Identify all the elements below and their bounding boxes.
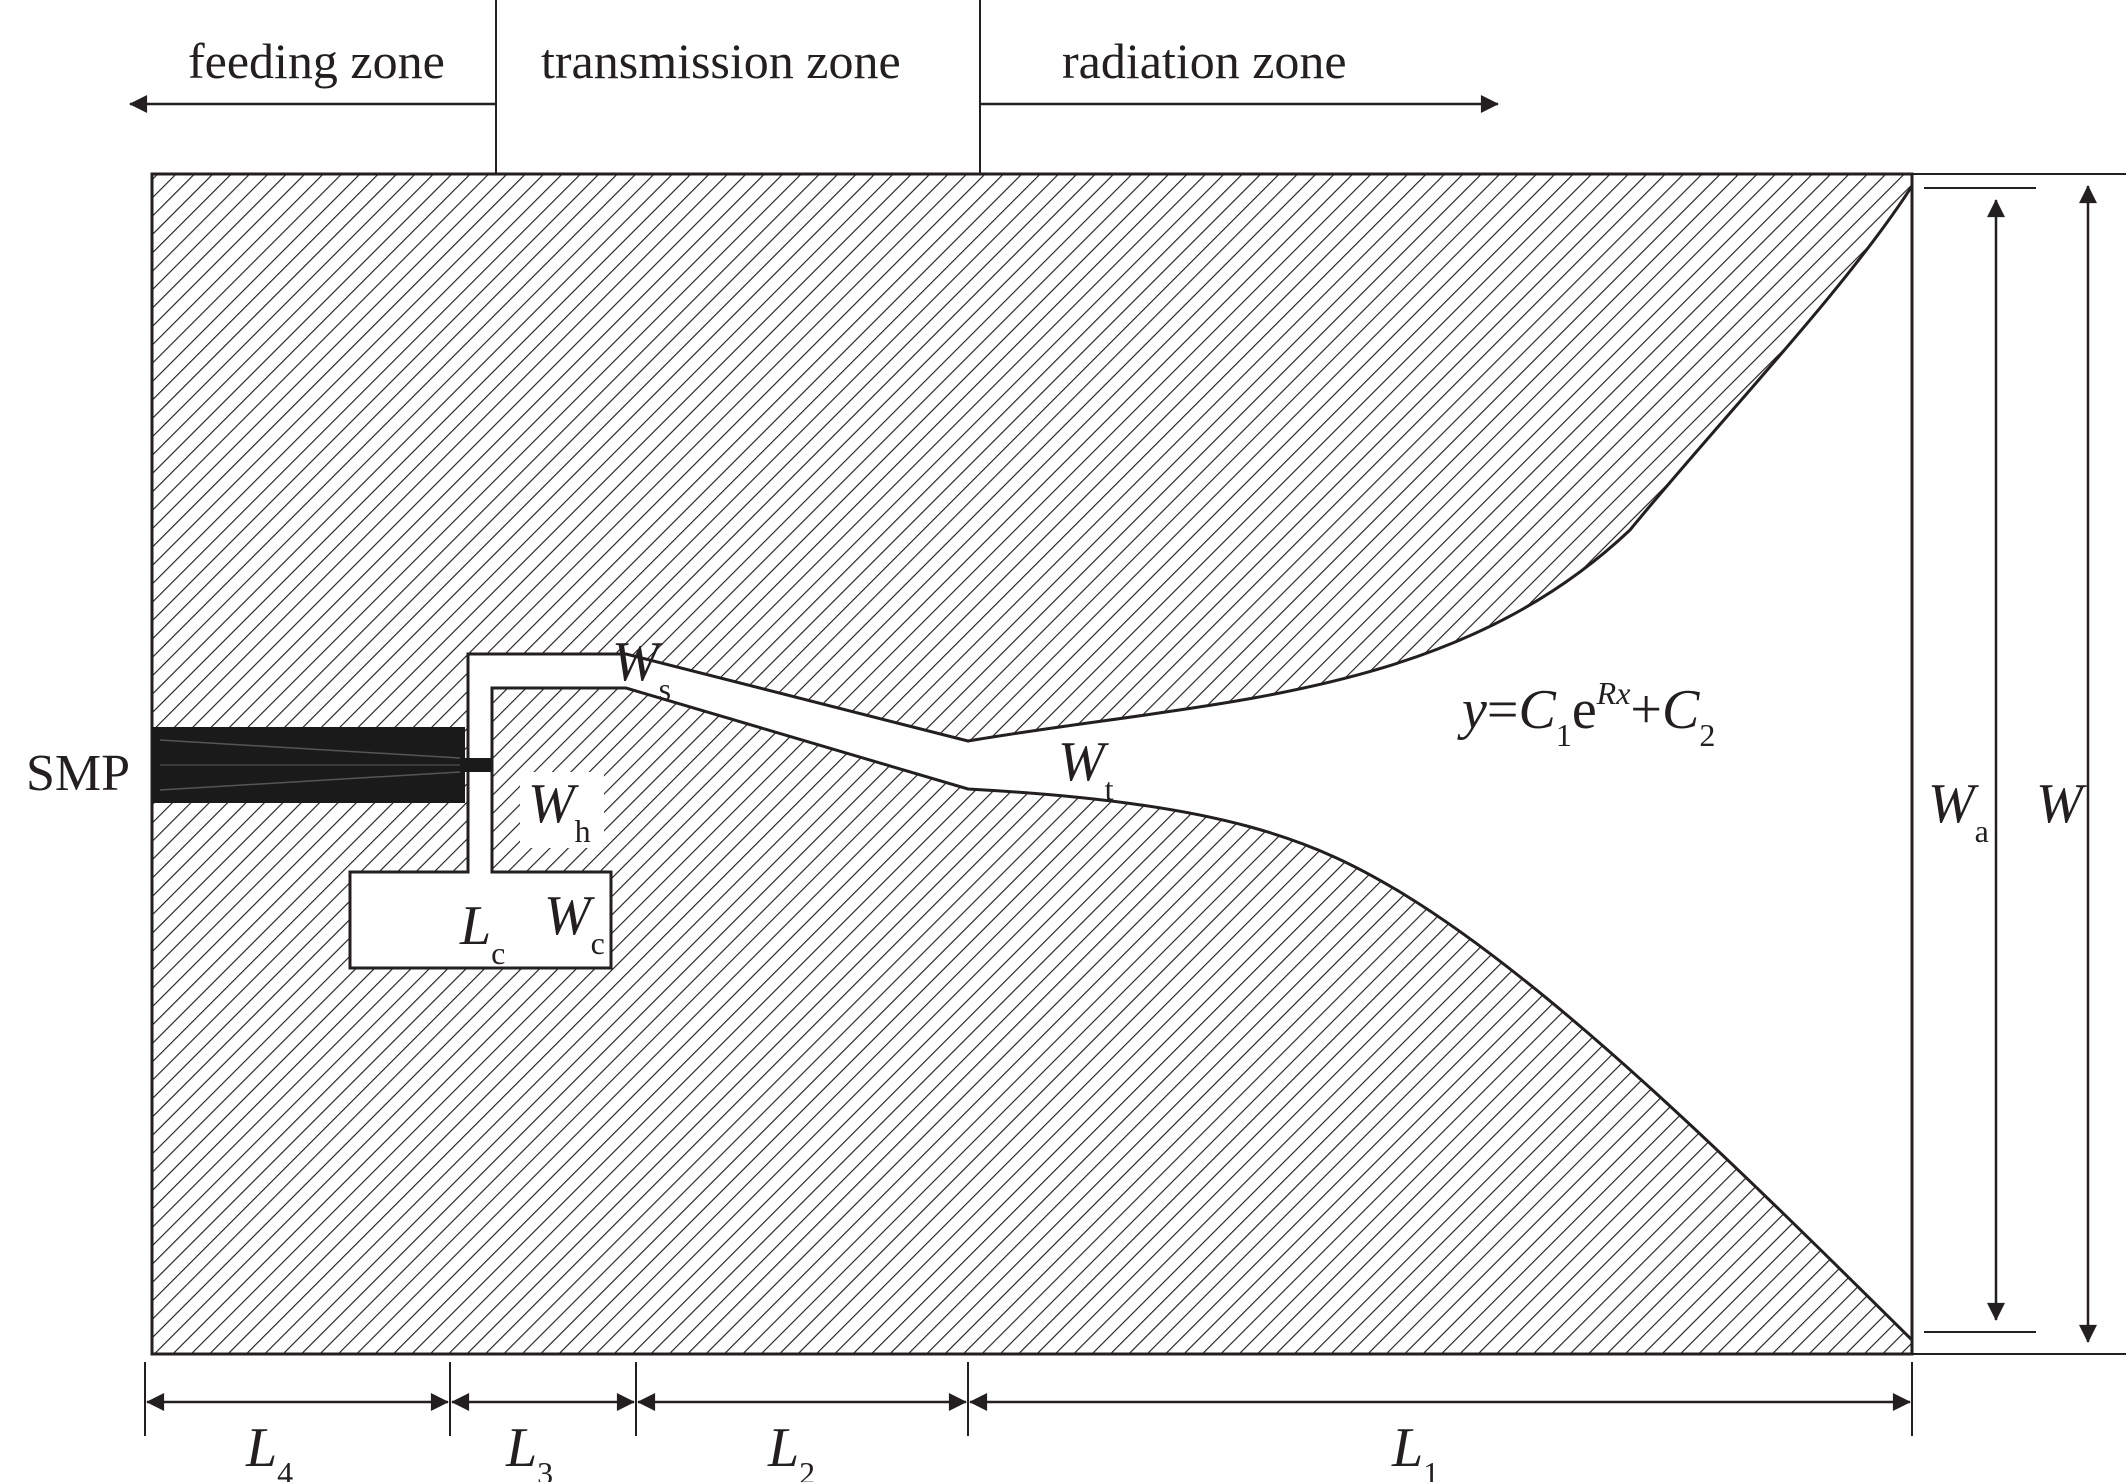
- smp-connector: [152, 727, 491, 803]
- radiation-zone-label: radiation zone: [1062, 33, 1347, 89]
- svg-text:Wa: Wa: [1928, 773, 1989, 849]
- svg-text:Wt: Wt: [1058, 731, 1114, 807]
- label-wc: Wc: [544, 885, 605, 961]
- dimension-l1: L1: [969, 1393, 1911, 1482]
- dimension-l2: L2: [637, 1393, 967, 1482]
- svg-text:Ws: Ws: [612, 631, 671, 707]
- dimension-l4: L4: [146, 1393, 449, 1482]
- curve-formula: y=C1eRx+C2: [1457, 675, 1715, 753]
- smp-label: SMP: [26, 745, 130, 802]
- feeding-zone-label: feeding zone: [188, 33, 445, 89]
- dimension-wa: Wa: [1924, 187, 2036, 1333]
- svg-text:L2: L2: [767, 1417, 815, 1482]
- dimension-ticks: [144, 1362, 1913, 1436]
- label-ws: Ws: [612, 631, 671, 707]
- dimension-l3: L3: [451, 1393, 635, 1482]
- label-lc: Lc: [459, 895, 505, 971]
- svg-text:Wc: Wc: [544, 885, 605, 961]
- svg-text:W: W: [2036, 773, 2087, 835]
- svg-text:L3: L3: [505, 1417, 553, 1482]
- svg-text:Wh: Wh: [528, 773, 591, 849]
- svg-text:y=C1eRx+C2: y=C1eRx+C2: [1457, 675, 1715, 753]
- svg-text:Lc: Lc: [459, 895, 505, 971]
- svg-text:L4: L4: [245, 1417, 293, 1482]
- svg-text:L1: L1: [1391, 1417, 1439, 1482]
- label-wt: Wt: [1058, 731, 1114, 807]
- transmission-zone-label: transmission zone: [541, 33, 901, 89]
- dimension-w: W: [1912, 173, 2126, 1355]
- label-wh: Wh: [520, 772, 604, 849]
